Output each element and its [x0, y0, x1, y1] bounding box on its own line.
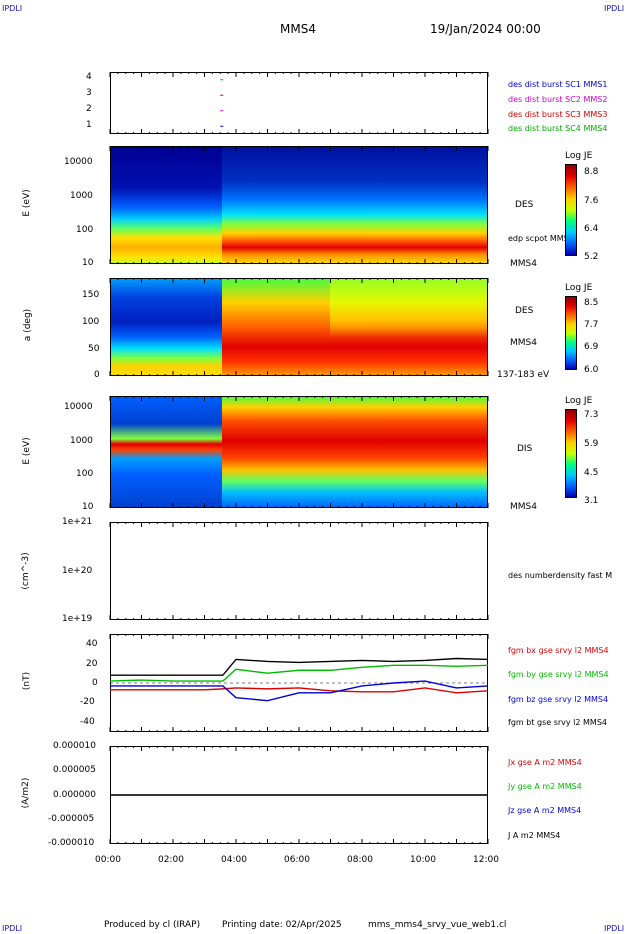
bfield-series-line — [109, 664, 489, 682]
p1-legend-mms4: des dist burst SC4 MMS4 — [508, 124, 608, 133]
p7-legend-j: J A m2 MMS4 — [508, 831, 561, 840]
p2-ytick: 100 — [76, 225, 94, 235]
p4-sc-label: MMS4 — [510, 502, 537, 512]
p4-ytick: 10000 — [64, 402, 93, 412]
corner-mark-top-left: IPDLI — [2, 4, 23, 13]
x-tick-label: 06:00 — [284, 855, 310, 865]
p7-ytick: -0.000010 — [48, 838, 95, 848]
p7-legend-jy: Jy gse A m2 MMS4 — [508, 782, 582, 791]
p7-ytick: 0.000000 — [53, 790, 96, 800]
p2-ytick: 1000 — [70, 191, 93, 201]
x-tick-label: 00:00 — [95, 855, 121, 865]
p4-ytick: 100 — [76, 469, 94, 479]
p6-ytick: 0 — [92, 678, 98, 688]
p2-colorbar — [565, 164, 577, 256]
p7-ytick: -0.000005 — [48, 814, 95, 824]
p3-colorbar — [565, 296, 577, 370]
p6-legend-by: fgm by gse srvy l2 MMS4 — [508, 670, 609, 679]
p3-ytick: 50 — [88, 344, 100, 354]
p2-ytick: 10 — [82, 258, 94, 268]
corner-mark-bottom-left: IPDLI — [2, 924, 23, 933]
p2-cbar-tick: 7.6 — [584, 196, 599, 206]
p4-cbar-tick: 5.9 — [584, 439, 599, 449]
bfield-series-line — [110, 687, 489, 694]
p5-ytick: 1e+19 — [62, 614, 93, 624]
spacecraft-title: MMS4 — [280, 22, 316, 36]
corner-mark-top-right: IPDLI — [604, 4, 625, 13]
p6-ytick: -20 — [80, 697, 95, 707]
x-tick-label: 02:00 — [158, 855, 184, 865]
p3-ytick: 100 — [82, 317, 100, 327]
p2-scpot-label: edp scpot MMS4 — [508, 234, 574, 243]
p4-colorbar-title: Log JE — [565, 396, 593, 406]
bfield-series-line — [110, 680, 489, 702]
p1-ytick: 3 — [86, 88, 92, 98]
p4-colorbar — [565, 409, 577, 498]
p1-legend-mms3: des dist burst SC3 MMS3 — [508, 110, 608, 119]
p4-ytick: 10 — [82, 502, 94, 512]
p2-species: DES — [515, 200, 534, 210]
p6-ytick: -40 — [80, 717, 95, 727]
p2-spectrogram — [110, 146, 488, 264]
p3-cbar-tick: 6.0 — [584, 365, 599, 375]
p1-ytick: 1 — [86, 120, 92, 130]
p3-energy-range: 137-183 eV — [497, 370, 550, 380]
p3-spectrogram — [110, 278, 488, 376]
p3-cbar-tick: 6.9 — [584, 342, 599, 352]
p4-cbar-tick: 4.5 — [584, 468, 599, 478]
p1-legend-mms1: des dist burst SC1 MMS1 — [508, 80, 608, 89]
p4-cbar-tick: 3.1 — [584, 496, 599, 506]
x-tick-label: 12:00 — [473, 855, 499, 865]
p3-ytick: 0 — [94, 370, 100, 380]
p3-colorbar-title: Log JE — [565, 283, 593, 293]
p4-ytick: 1000 — [70, 436, 93, 446]
p4-spectrogram — [110, 396, 488, 508]
p7-legend-jx: Jx gse A m2 MMS4 — [508, 758, 582, 767]
p2-cbar-tick: 8.8 — [584, 167, 599, 177]
x-tick-label: 08:00 — [347, 855, 373, 865]
p2-ytick: 10000 — [64, 157, 93, 167]
p3-ytick: 150 — [82, 290, 100, 300]
x-tick-label: 04:00 — [221, 855, 247, 865]
p4-cbar-tick: 7.3 — [584, 410, 599, 420]
p7-ytick: 0.000010 — [53, 741, 96, 751]
p1-ytick: 2 — [86, 104, 92, 114]
p5-ytick: 1e+20 — [62, 566, 93, 576]
p6-ytick: 40 — [86, 639, 98, 649]
p7-ytick: 0.000005 — [53, 765, 96, 775]
bfield-series-line — [110, 657, 489, 676]
p3-sc-label: MMS4 — [510, 338, 537, 348]
p6-legend-bx: fgm bx gse srvy l2 MMS4 — [508, 646, 609, 655]
p6-legend-bz: fgm bz gse srvy l2 MMS4 — [508, 695, 609, 704]
p2-cbar-tick: 5.2 — [584, 252, 599, 262]
corner-mark-bottom-right: IPDLI — [604, 924, 625, 933]
x-tick-label: 10:00 — [410, 855, 436, 865]
p5-legend: des numberdensity fast M — [508, 571, 613, 580]
p4-species: DIS — [517, 444, 533, 454]
p6-legend-bt: fgm bt gse srvy l2 MMS4 — [508, 718, 607, 727]
date-title: 19/Jan/2024 00:00 — [430, 22, 541, 36]
p7-legend-jz: Jz gse A m2 MMS4 — [508, 806, 582, 815]
p2-colorbar-title: Log JE — [565, 151, 593, 161]
footer-file: mms_mms4_srvy_vue_web1.cl — [368, 920, 507, 930]
footer-produced: Produced by cl (IRAP) — [104, 920, 201, 930]
p1-legend-mms2: des dist burst SC2 MMS2 — [508, 95, 608, 104]
p3-cbar-tick: 7.7 — [584, 320, 599, 330]
p3-cbar-tick: 8.5 — [584, 298, 599, 308]
p1-ytick: 4 — [86, 72, 92, 82]
footer-printed: Printing date: 02/Apr/2025 — [222, 920, 342, 930]
p2-cbar-tick: 6.4 — [584, 224, 599, 234]
p2-sc-label: MMS4 — [510, 259, 537, 269]
p6-ytick: 20 — [86, 659, 98, 669]
p3-species: DES — [515, 306, 534, 316]
p5-ytick: 1e+21 — [62, 517, 93, 527]
